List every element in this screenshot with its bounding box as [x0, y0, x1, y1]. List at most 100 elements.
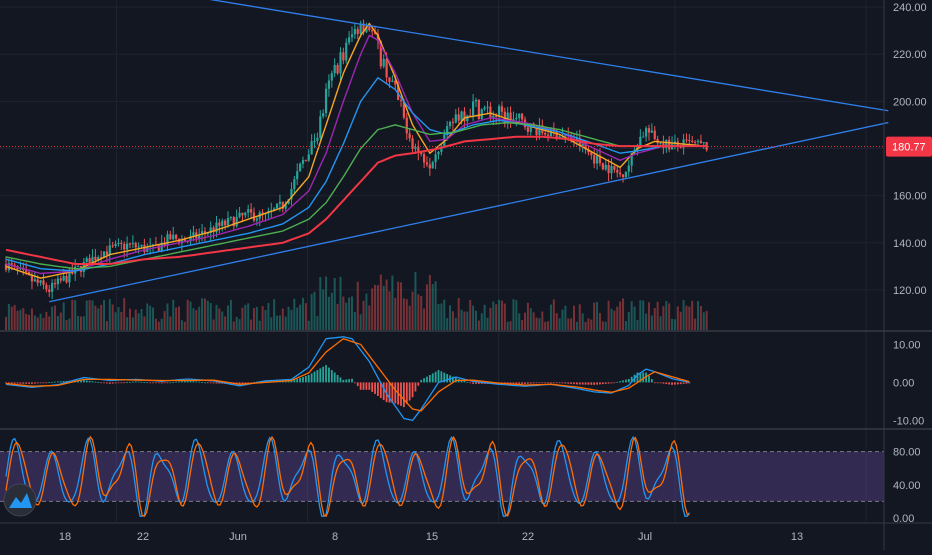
volume-bar	[281, 308, 284, 330]
candle-body	[206, 232, 209, 234]
macd-histogram-bar	[178, 381, 180, 383]
macd-histogram-bar	[420, 379, 423, 383]
volume-bar	[316, 316, 319, 330]
macd-histogram-bar	[480, 382, 483, 384]
volume-bar	[512, 299, 515, 330]
macd-histogram-bar	[333, 372, 336, 383]
macd-histogram-bar	[512, 382, 515, 384]
volume-bar	[51, 306, 54, 330]
candle-body	[699, 140, 702, 143]
volume-bar	[503, 303, 506, 330]
candle-body	[13, 264, 16, 266]
candle-body	[273, 208, 276, 211]
macd-histogram-bar	[564, 382, 567, 384]
volume-bar	[59, 312, 62, 330]
macd-histogram-bar	[94, 381, 97, 383]
macd-histogram-bar	[31, 382, 33, 384]
volume-bar	[630, 301, 633, 330]
macd-histogram-bar	[408, 382, 411, 401]
volume-bar	[668, 303, 671, 330]
volume-bar	[209, 303, 212, 330]
volume-bar	[241, 307, 244, 330]
volume-bar	[172, 299, 175, 330]
macd-histogram-bar	[304, 375, 307, 383]
volume-bar	[515, 300, 518, 330]
macd-histogram-bar	[446, 374, 449, 383]
macd-histogram-bar	[146, 382, 149, 384]
candle-body	[48, 289, 51, 292]
candle-body	[224, 220, 227, 226]
candle-body	[460, 111, 463, 121]
macd-histogram-bar	[561, 382, 564, 384]
macd-histogram-bar	[284, 380, 287, 383]
candle-body	[665, 139, 668, 148]
candle-body	[394, 80, 397, 85]
candle-body	[446, 126, 449, 135]
volume-bar	[460, 309, 463, 330]
macd-histogram-bar	[475, 382, 477, 384]
volume-bar	[25, 313, 28, 330]
candle-body	[215, 222, 218, 233]
candle-body	[36, 279, 39, 283]
moving-averages	[5, 22, 707, 279]
volume-bar	[420, 296, 423, 330]
candle-body	[443, 134, 446, 147]
candle-body	[431, 162, 434, 169]
candle-body	[123, 243, 126, 250]
macd-histogram-bar	[550, 382, 552, 384]
macd-histogram-bar	[206, 382, 209, 384]
macd-histogram-bar	[325, 365, 327, 383]
macd-histogram-bar	[535, 382, 538, 384]
volume-bar	[472, 305, 475, 330]
macd-histogram-bar	[57, 381, 59, 383]
candle-body	[336, 64, 339, 74]
candle-body	[120, 242, 123, 244]
macd-histogram-bar	[45, 382, 48, 384]
candle-body	[353, 29, 356, 35]
tradingview-logo-icon[interactable]	[3, 483, 37, 517]
volume-bar	[149, 305, 152, 330]
volume-bar	[250, 319, 253, 330]
macd-histogram-bar	[36, 382, 39, 384]
candle-body	[564, 135, 567, 137]
volume-bar	[345, 302, 348, 330]
candle-body	[610, 165, 613, 174]
volume-bar	[186, 299, 189, 330]
candle-body	[359, 23, 362, 35]
volume-bar	[137, 313, 140, 330]
candle-body	[62, 275, 65, 281]
volume-bar	[469, 300, 472, 330]
volume-bar	[601, 321, 604, 330]
candle-body	[128, 243, 132, 245]
macd-histogram-bar	[674, 382, 676, 385]
candle-body	[10, 263, 13, 265]
volume-bar	[310, 294, 313, 330]
time-axis[interactable]: 18 22 Jun 8 15 22 Jul 13	[59, 531, 803, 543]
macd-histogram-bar	[622, 380, 624, 383]
macd-histogram-bar	[172, 382, 175, 383]
volume-bar	[77, 316, 80, 330]
macd-histogram-bar	[299, 377, 301, 383]
macd-histogram-bar	[19, 382, 22, 384]
candle-body	[108, 245, 111, 255]
macd-histogram-bar	[452, 376, 454, 383]
volume-bar	[486, 317, 489, 330]
macd-histogram-bar	[54, 381, 56, 383]
volume-bar	[169, 316, 172, 330]
candle-body	[659, 143, 662, 145]
price-axis[interactable]: 240.00220.00200.00180.00160.00140.00120.…	[893, 2, 927, 525]
candle-body	[621, 174, 625, 178]
volume-bar	[235, 316, 238, 330]
volume-bar	[446, 318, 449, 330]
macd-histogram-bar	[238, 382, 241, 385]
volume-bar	[336, 304, 339, 330]
volume-bar	[573, 305, 576, 330]
macd-histogram-bar	[659, 382, 662, 384]
macd-histogram-bar	[59, 381, 62, 383]
volume-bar	[697, 301, 699, 330]
volume-bar	[437, 304, 440, 330]
macd-histogram-bar	[639, 372, 642, 383]
volume-bar	[443, 299, 446, 330]
volume-bar	[575, 321, 578, 330]
